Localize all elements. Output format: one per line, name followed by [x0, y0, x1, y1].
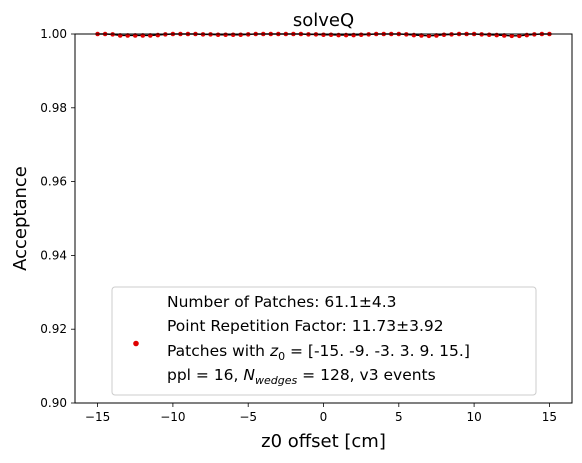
x-axis-label: z0 offset [cm]: [261, 431, 386, 452]
y-tick-label: 1.00: [40, 27, 67, 41]
data-point: [516, 33, 522, 39]
legend-ppl-suffix: = 128, v3 events: [297, 366, 435, 384]
x-axis-ticks: −15 −10 −5 0 5 10 15: [85, 403, 557, 424]
x-tick-label: 0: [320, 410, 328, 424]
legend-box: [111, 286, 537, 396]
legend-ppl-symbol: N: [243, 366, 255, 384]
y-axis-label: Acceptance: [10, 166, 31, 271]
x-tick-label: −5: [239, 410, 257, 424]
data-point: [321, 32, 326, 38]
y-tick-label: 0.94: [40, 248, 67, 262]
legend-ppl-prefix: ppl = 16,: [167, 366, 243, 384]
data-point: [358, 32, 364, 38]
y-tick-label: 0.96: [40, 175, 67, 189]
data-point: [486, 32, 492, 38]
x-tick-label: 5: [395, 410, 403, 424]
data-point: [238, 32, 243, 38]
y-tick-label: 0.92: [40, 322, 67, 336]
x-tick-label: −15: [85, 410, 110, 424]
x-tick-label: 10: [466, 410, 481, 424]
legend-z0-symbol: z: [269, 342, 279, 360]
legend-line-patches: Number of Patches: 61.1±4.3: [167, 293, 397, 311]
legend-line-repetition: Point Repetition Factor: 11.73±3.92: [167, 317, 444, 335]
x-tick-label: −10: [160, 410, 185, 424]
legend: Number of Patches: 61.1±4.3 Point Repeti…: [111, 286, 537, 396]
x-tick-label: 15: [542, 410, 557, 424]
data-point: [223, 32, 228, 38]
legend-z0-suffix: = [-15. -9. -3. 3. 9. 15.]: [285, 342, 470, 360]
data-point: [230, 32, 236, 38]
legend-line-ppl: ppl = 16, Nwedges = 128, v3 events: [167, 366, 436, 387]
data-point: [215, 32, 221, 38]
y-tick-label: 0.98: [40, 101, 67, 115]
legend-line-z0: Patches with z0 = [-15. -9. -3. 3. 9. 15…: [167, 342, 470, 363]
data-point: [509, 33, 515, 39]
legend-z0-prefix: Patches with: [167, 342, 270, 360]
legend-z0-subscript: 0: [278, 350, 285, 363]
data-point: [441, 32, 447, 38]
legend-marker: [133, 340, 139, 347]
chart-title: solveQ: [293, 10, 354, 31]
legend-ppl-subscript: wedges: [255, 374, 297, 387]
y-axis-ticks: 0.90 0.92 0.94 0.96 0.98 1.00: [40, 27, 75, 410]
y-tick-label: 0.90: [40, 396, 67, 410]
data-point: [328, 32, 334, 38]
data-point: [426, 33, 432, 39]
